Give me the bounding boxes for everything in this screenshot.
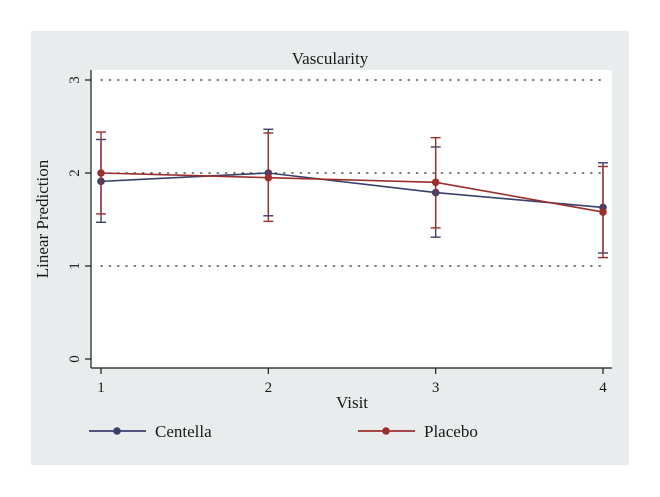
x-tick-label: 2 bbox=[265, 380, 273, 396]
legend-label-centella: Centella bbox=[155, 422, 212, 441]
x-tick-label: 1 bbox=[97, 380, 105, 396]
series-line-placebo bbox=[100, 172, 604, 213]
legend-marker-placebo bbox=[382, 427, 390, 435]
x-tick-label: 3 bbox=[432, 380, 440, 396]
plot-area bbox=[91, 70, 612, 368]
axes-layer: 0 1 2 3 1 2 3 4 bbox=[67, 70, 612, 396]
y-axis-label: Linear Prediction bbox=[33, 159, 52, 278]
chart-title: Vascularity bbox=[292, 49, 369, 68]
data-point-placebo bbox=[599, 208, 607, 216]
series-layer bbox=[96, 128, 608, 259]
x-tick-label: 4 bbox=[599, 380, 607, 396]
data-point-placebo bbox=[264, 173, 273, 182]
data-point-placebo bbox=[97, 169, 105, 177]
y-tick-label: 0 bbox=[67, 355, 83, 363]
data-point-placebo bbox=[431, 178, 440, 187]
series-placebo bbox=[96, 131, 608, 259]
grid-layer bbox=[100, 79, 604, 267]
y-tick-label: 2 bbox=[67, 169, 83, 177]
series-line-centella bbox=[100, 172, 604, 209]
legend: Centella Placebo bbox=[89, 422, 478, 441]
y-tick-label: 1 bbox=[67, 262, 83, 270]
legend-label-placebo: Placebo bbox=[424, 422, 478, 441]
x-axis-label: Visit bbox=[336, 393, 368, 412]
legend-item-placebo: Placebo bbox=[358, 422, 478, 441]
legend-marker-centella bbox=[113, 427, 121, 435]
y-tick-label: 3 bbox=[67, 76, 83, 84]
legend-item-centella: Centella bbox=[89, 422, 212, 441]
